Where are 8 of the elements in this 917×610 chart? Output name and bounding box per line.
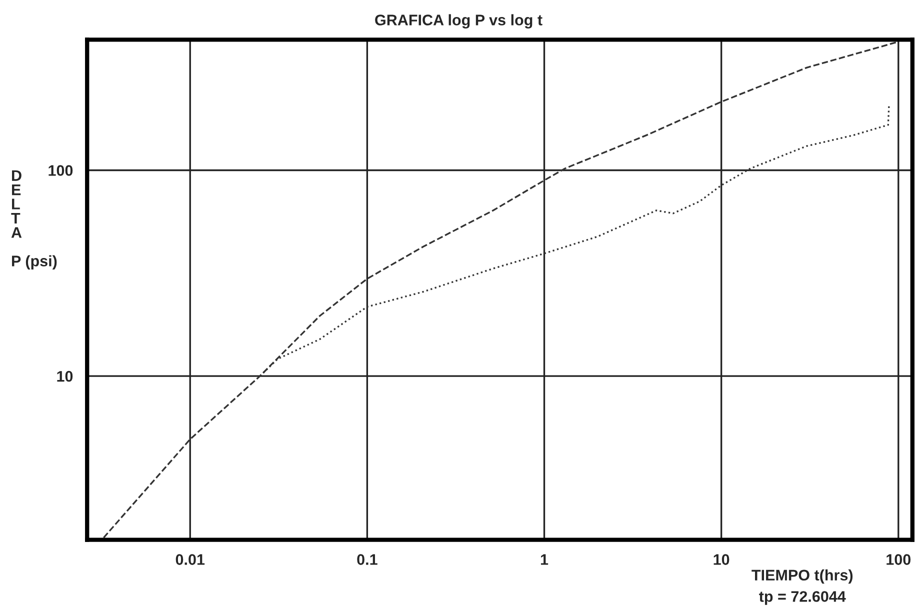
x-tick-label: 10	[714, 554, 730, 565]
chart-title: GRAFICA log P vs log t	[375, 14, 542, 29]
x-tick-label: 0.01	[176, 554, 205, 565]
x-tick-label: 0.1	[357, 554, 378, 565]
x-tick-label: 100	[886, 554, 911, 565]
text: tp = 72.6044	[759, 591, 846, 605]
x-axis-title: TIEMPO t(hrs)	[752, 569, 853, 584]
x-tick-label: 1	[540, 554, 548, 565]
